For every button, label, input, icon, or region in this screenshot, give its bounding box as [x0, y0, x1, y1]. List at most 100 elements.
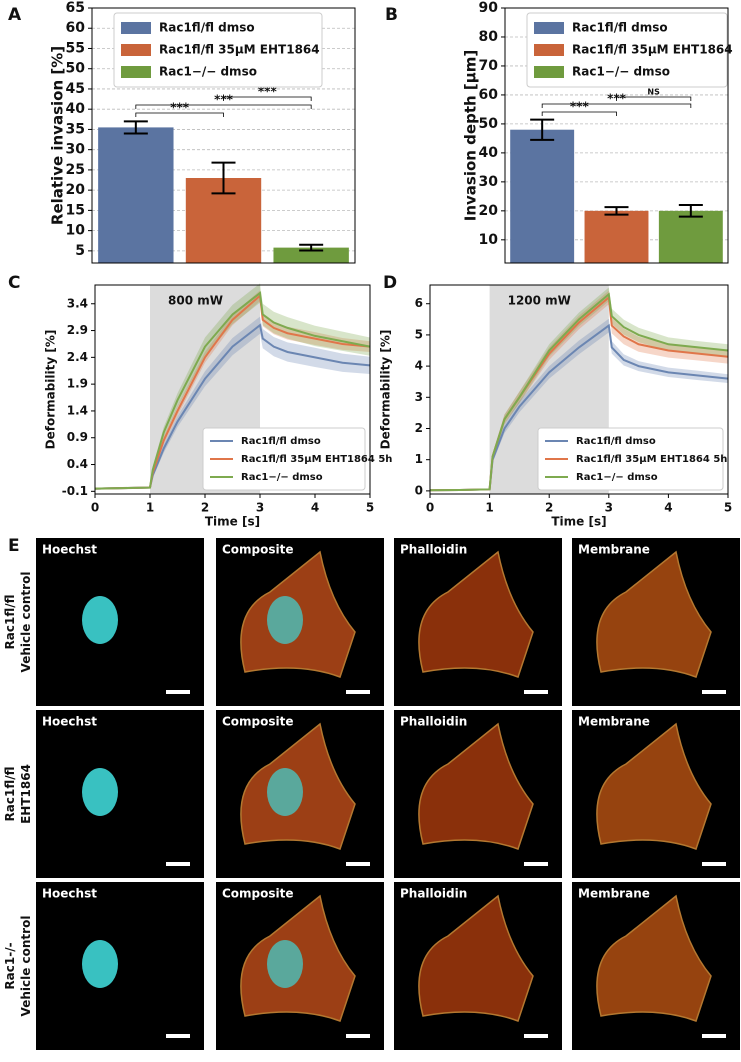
y-tick-label: 5 [75, 243, 85, 259]
y-tick-label: 20 [479, 203, 499, 219]
bar [584, 210, 649, 263]
y-tick-label: 10 [479, 232, 499, 248]
y-axis-label: Deformability [%] [379, 330, 393, 450]
panel-letter: E [8, 536, 20, 556]
x-tick-label: 3 [256, 501, 264, 515]
panel-letter: A [8, 5, 22, 25]
y-tick-label: 25 [66, 162, 85, 178]
y-tick-label: 50 [66, 61, 86, 77]
bar [273, 247, 349, 263]
legend-label: Rac1−/− dmso [572, 65, 670, 79]
y-axis-label: Relative invasion [%] [49, 46, 67, 225]
legend-label: Rac1−/− dmso [576, 472, 658, 483]
tile-label: Hoechst [42, 715, 97, 729]
row-label-line: Vehicle control [19, 572, 33, 673]
y-tick-label: 50 [479, 116, 499, 132]
legend-swatch [121, 44, 151, 56]
cell-shape [418, 722, 534, 850]
confidence-band [430, 290, 728, 491]
legend-label: Rac1fl/fl dmso [572, 21, 668, 35]
y-tick-label: 35 [66, 121, 85, 137]
plot-frame [504, 7, 729, 264]
y-tick-label: 20 [66, 182, 86, 198]
significance-bracket [135, 112, 224, 117]
y-tick-label: 55 [66, 40, 85, 56]
y-tick-label: 4 [415, 359, 423, 373]
y-tick-label: 0 [415, 483, 423, 497]
significance-bracket [616, 96, 692, 101]
significance-bracket [135, 104, 312, 109]
significance-bracket [541, 111, 617, 116]
x-tick-label: 2 [545, 501, 553, 515]
y-tick-label: 10 [66, 223, 86, 239]
x-axis-label: Time [s] [551, 515, 606, 529]
line [429, 292, 729, 492]
y-tick-label: 40 [479, 145, 499, 161]
y-tick-label: 6 [415, 296, 423, 310]
legend-label: Rac1fl/fl 35μM EHT1864 [159, 43, 320, 57]
panel-letter: B [385, 5, 398, 25]
tile-label: Membrane [578, 543, 650, 557]
confidence-band [430, 318, 728, 491]
tile-label: Membrane [578, 887, 650, 901]
error-bar [211, 161, 236, 195]
row-label-line: Rac1fl/fl [3, 595, 17, 650]
y-tick-label: 90 [479, 0, 499, 16]
y-tick-label: 1.4 [67, 403, 88, 417]
row-label-line: EHT1864 [19, 764, 33, 824]
y-tick-label: 3.4 [67, 296, 88, 310]
nucleus [82, 940, 118, 988]
x-tick-label: 4 [664, 501, 672, 515]
error-bar [123, 120, 148, 135]
row-label-line: Rac1-/- [3, 942, 17, 989]
x-axis-label: Time [s] [205, 515, 260, 529]
x-tick-label: 0 [91, 501, 99, 515]
tile-label: Membrane [578, 715, 650, 729]
legend-label: Rac1fl/fl dmso [159, 21, 255, 35]
y-axis-label: Invasion depth [μm] [462, 50, 480, 222]
nucleus [82, 768, 118, 816]
y-tick-label: 2 [415, 421, 423, 435]
y-tick-label: 40 [66, 101, 86, 117]
nucleus [267, 768, 303, 816]
cell-shape [418, 894, 534, 1022]
y-tick-label: 2.9 [67, 323, 88, 337]
panel-letter: D [383, 273, 397, 293]
x-tick-label: 5 [724, 501, 732, 515]
micrograph [36, 710, 204, 878]
tile-label: Hoechst [42, 887, 97, 901]
legend-swatch [121, 22, 151, 34]
x-tick-label: 1 [146, 501, 154, 515]
significance-label: NS [647, 88, 660, 97]
micrograph [36, 538, 204, 706]
x-tick-label: 1 [485, 501, 493, 515]
legend-label: Rac1fl/fl 35μM EHT1864 5h [576, 454, 727, 465]
x-tick-label: 2 [201, 501, 209, 515]
nucleus [267, 940, 303, 988]
legend-swatch [121, 66, 151, 78]
legend-label: Rac1−/− dmso [241, 472, 323, 483]
y-tick-label: 30 [66, 142, 86, 158]
bar [98, 127, 174, 264]
significance-bracket [223, 96, 312, 101]
micrograph [36, 882, 204, 1050]
row-label: Rac1fl/fl Vehicle control [3, 572, 33, 673]
legend-label: Rac1fl/fl dmso [241, 436, 321, 447]
y-tick-label: 60 [479, 87, 499, 103]
y-tick-label: 3 [415, 390, 423, 404]
y-tick-label: 1 [415, 452, 423, 466]
y-tick-label: 70 [479, 58, 499, 74]
legend-box [202, 427, 366, 491]
y-tick-label: 1.9 [67, 377, 88, 391]
legend-label: Rac1fl/fl 35μM EHT1864 5h [241, 454, 392, 465]
y-tick-label: 30 [479, 174, 499, 190]
tile-label: Hoechst [42, 543, 97, 557]
plot-frame [429, 284, 729, 495]
tile-label: Phalloidin [400, 543, 467, 557]
significance-bracket [541, 103, 692, 108]
nucleus [82, 596, 118, 644]
x-tick-label: 3 [605, 501, 613, 515]
y-tick-label: 60 [66, 20, 86, 36]
tile-label: Phalloidin [400, 715, 467, 729]
